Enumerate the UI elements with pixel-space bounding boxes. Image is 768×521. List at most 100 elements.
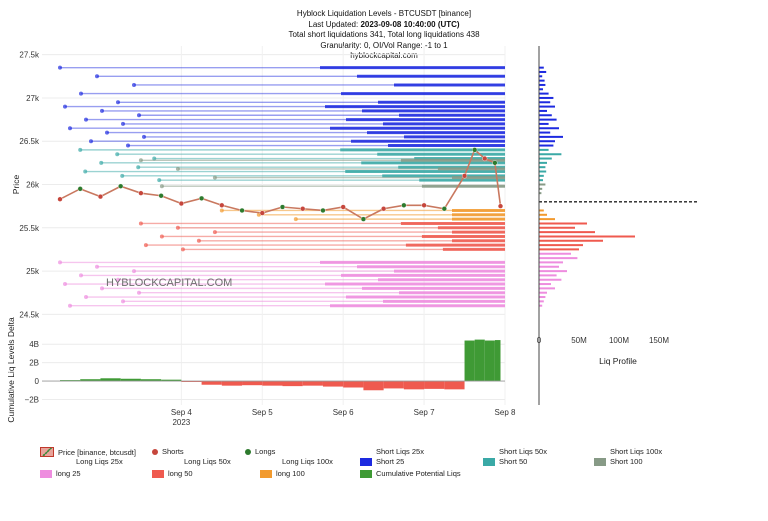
price-point (138, 190, 144, 196)
short25-level-marker (142, 134, 146, 139)
profile-axis-label: Liq Profile (599, 356, 637, 366)
delta-tick-label: −2B (25, 395, 39, 404)
short25-level-marker (105, 130, 109, 135)
chart-title-block: Hyblock Liquidation Levels - BTCUSDT [bi… (0, 9, 768, 62)
long50-level-marker (138, 221, 143, 226)
delta-bar (120, 378, 141, 382)
legend-blank-swatch (594, 448, 606, 456)
delta-bar (80, 379, 101, 382)
legend-item[interactable]: long 25 (40, 469, 81, 478)
legend-swatch (360, 457, 372, 466)
short25-level-marker (68, 126, 72, 131)
legend-item[interactable]: Short 25 (360, 457, 404, 466)
delta-bar (221, 381, 243, 386)
legend-item[interactable]: Long Liqs 50x (168, 457, 231, 466)
price-tick-label: 27.5k (19, 51, 40, 60)
short25-level-marker (95, 74, 99, 79)
price-point (441, 206, 447, 212)
legend-item[interactable]: long 50 (152, 469, 193, 478)
legend-blank-swatch (483, 448, 495, 456)
price-point (219, 202, 225, 208)
legend-item[interactable]: Short 100 (594, 457, 643, 466)
delta-bar (242, 381, 263, 386)
long25-level-marker (84, 295, 88, 300)
legend-item[interactable]: Long Liqs 25x (60, 457, 123, 466)
short50-level-marker (120, 173, 125, 178)
delta-bar (140, 379, 162, 382)
legend-label: long 100 (276, 469, 305, 478)
price-axis-label: Price (11, 175, 21, 195)
legend-item[interactable]: Cumulative Potential Liqs (360, 469, 461, 478)
price-point (97, 194, 104, 200)
long50-level-marker (196, 238, 201, 243)
short25-level-marker (121, 121, 125, 126)
short25-level-marker (58, 65, 62, 70)
delta-bar (161, 379, 182, 382)
price-tick-label: 25k (26, 267, 40, 276)
delta-tick-label: 2B (29, 359, 39, 368)
legend-item[interactable]: Short Liqs 50x (483, 447, 547, 456)
legend-item[interactable]: Short 50 (483, 457, 527, 466)
short25-level-marker (63, 104, 67, 109)
price-tick-label: 26.5k (19, 137, 40, 146)
legend-label: Short Liqs 25x (376, 447, 424, 456)
price-tick-label: 25.5k (19, 224, 40, 233)
short100-level-marker (159, 184, 164, 189)
date-tick-label: Sep 7 (414, 408, 435, 417)
delta-bar (100, 378, 121, 382)
short100-level-marker (138, 158, 143, 163)
short25-level-marker (116, 100, 120, 105)
delta-bar (302, 381, 323, 386)
legend-blank-swatch (266, 458, 278, 466)
delta-bar (474, 339, 485, 382)
long25-level-marker (63, 282, 67, 287)
legend-label: Short 25 (376, 457, 405, 466)
legend-item[interactable]: Short Liqs 25x (360, 447, 424, 456)
legend-label: Long Liqs 25x (76, 457, 123, 466)
short25-level-marker (137, 113, 141, 118)
legend-label: Short 100 (610, 457, 643, 466)
delta-bar (424, 381, 445, 389)
long25-level-marker (68, 303, 72, 308)
legend-label: Short 50 (499, 457, 528, 466)
short25-level-marker (84, 117, 88, 122)
legend-label: Shorts (162, 447, 184, 456)
chart-title: Hyblock Liquidation Levels - BTCUSDT [bi… (296, 9, 472, 18)
legend-price-swatch (40, 447, 54, 457)
price-point (57, 196, 63, 202)
price-point (320, 207, 326, 214)
legend-item[interactable]: Shorts (152, 447, 184, 456)
price-point (472, 147, 478, 153)
price-point (482, 155, 488, 162)
legend-item[interactable]: Long Liqs 100x (266, 457, 333, 466)
short25-level-marker (89, 139, 93, 144)
price-point (178, 200, 184, 207)
legend-item[interactable]: long 100 (260, 469, 305, 478)
short50-level-marker (152, 156, 157, 161)
date-tick-label: Sep 6 (333, 408, 354, 417)
long25-level-marker (121, 299, 125, 304)
source-url: hyblockcapital.com (350, 51, 418, 60)
delta-bar (322, 381, 344, 387)
legend-swatch (260, 469, 272, 478)
legend-item[interactable]: Short Liqs 100x (594, 447, 662, 456)
price-point (118, 183, 124, 189)
watermark: HYBLOCKCAPITAL.COM (106, 277, 232, 289)
legend-label: long 25 (56, 469, 81, 478)
delta-bar (403, 381, 425, 390)
price-point (300, 206, 306, 212)
price-point (239, 207, 245, 214)
short50-level-marker (78, 147, 83, 152)
price-tick-label: 27k (26, 94, 40, 103)
legend-item[interactable]: Price [binance, btcusdt] (40, 447, 136, 457)
short50-level-marker (83, 169, 88, 174)
legend-swatch (483, 457, 495, 466)
legend-item[interactable]: Longs (245, 447, 275, 456)
long50-level-marker (212, 230, 217, 235)
last-updated: Last Updated: 2023-09-08 10:40:00 (UTC) (0, 20, 768, 31)
delta-bar (464, 340, 475, 382)
last-updated-time: 2023-09-08 10:40:00 (UTC) (360, 19, 460, 29)
short25-level-marker (132, 82, 136, 87)
legend-label: Longs (255, 447, 276, 456)
short25-level-marker (79, 91, 83, 96)
